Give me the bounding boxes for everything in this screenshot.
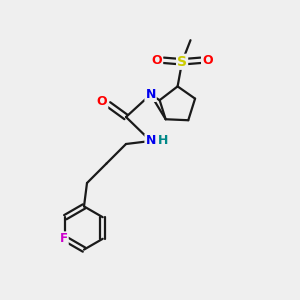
Text: S: S [177, 55, 187, 69]
Text: O: O [202, 54, 213, 67]
Text: H: H [158, 134, 168, 148]
Text: N: N [146, 134, 156, 148]
Text: N: N [146, 88, 156, 101]
Text: O: O [152, 54, 162, 67]
Text: O: O [97, 95, 107, 109]
Text: F: F [60, 232, 68, 245]
